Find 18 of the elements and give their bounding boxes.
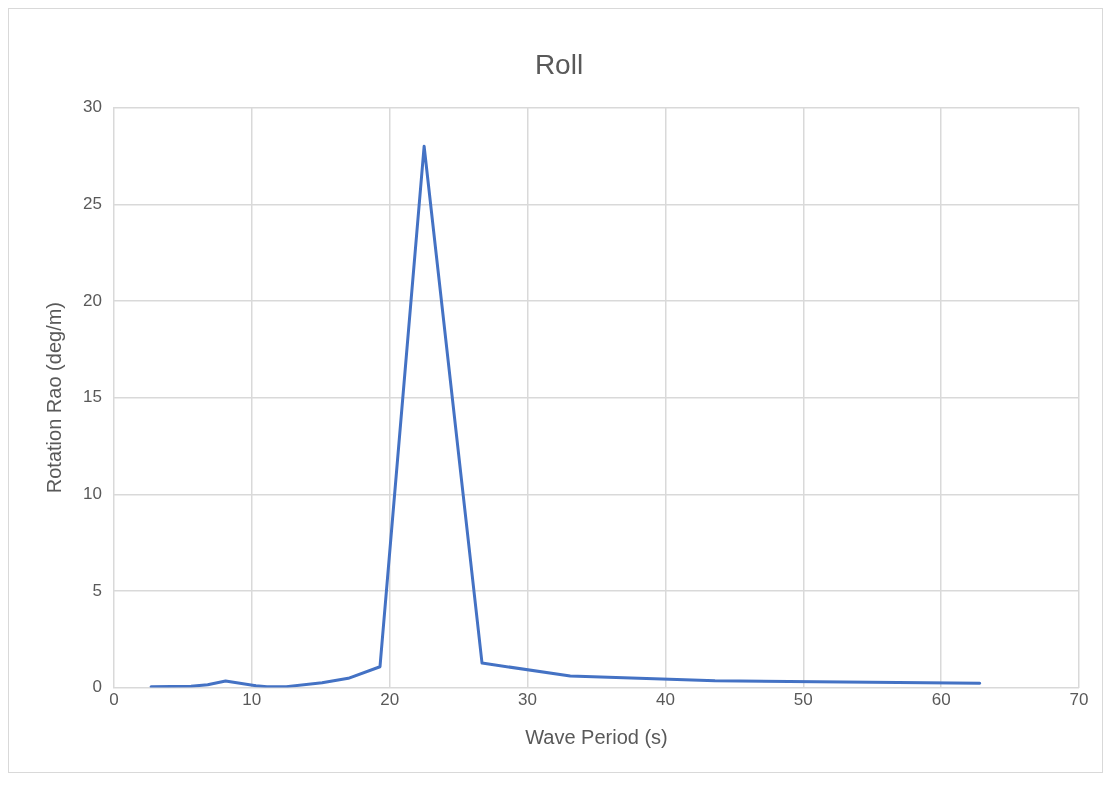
x-tick-label: 40 xyxy=(655,690,675,710)
x-tick-label: 30 xyxy=(518,690,537,710)
y-tick-label: 0 xyxy=(92,677,102,697)
y-tick-label: 20 xyxy=(82,290,102,310)
x-axis-title: Wave Period (s) xyxy=(525,725,668,748)
x-tick-label: 50 xyxy=(793,690,813,710)
x-tick-label: 60 xyxy=(931,690,951,710)
x-tick-label: 10 xyxy=(242,690,262,710)
x-tick-label: 0 xyxy=(109,690,119,710)
y-tick-label: 30 xyxy=(82,97,102,117)
y-tick-label: 5 xyxy=(92,580,102,600)
chart-title: Roll xyxy=(534,48,584,80)
x-tick-label: 20 xyxy=(380,690,400,710)
y-axis-title: Rotation Rao (deg/m) xyxy=(42,302,65,494)
y-tick-label: 15 xyxy=(82,387,102,407)
x-tick-label: 70 xyxy=(1069,690,1089,710)
y-tick-label: 10 xyxy=(82,483,102,503)
y-tick-label: 25 xyxy=(82,193,102,213)
